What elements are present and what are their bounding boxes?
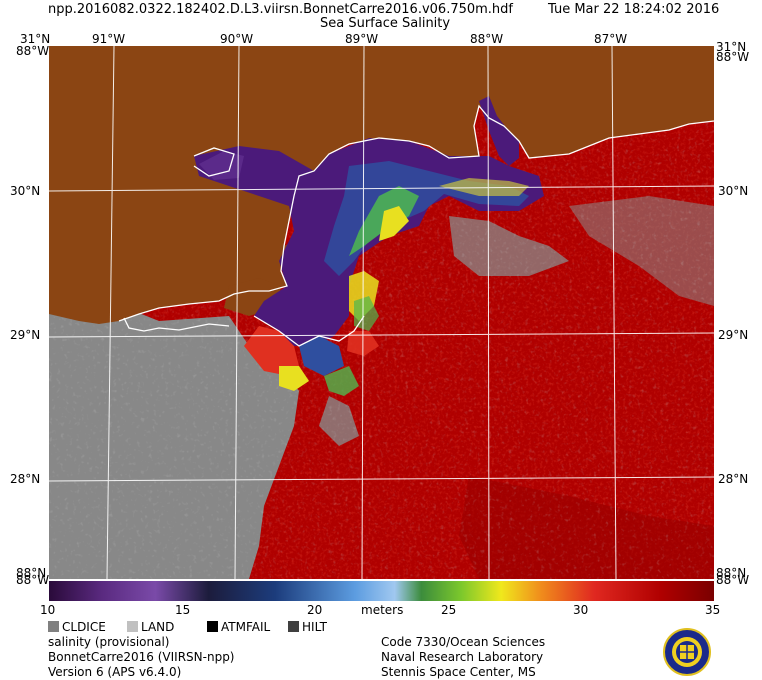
acquisition-datetime: Tue Mar 22 18:24:02 2016 — [548, 2, 720, 17]
legend-label-cldice: CLDICE — [62, 620, 106, 634]
salinity-map — [49, 46, 714, 579]
colorbar-tick-30: 30 — [573, 603, 589, 617]
corner-label-top-right: 31°N — [716, 40, 747, 54]
legend-label-land: LAND — [141, 620, 175, 634]
colorbar-unit: meters — [361, 603, 404, 617]
legend-swatch-atmfail — [207, 621, 218, 632]
salinity-colorbar — [49, 581, 714, 601]
lat-label-30n-right: 30°N — [718, 184, 749, 198]
graticule — [49, 46, 714, 579]
legend-label-hilt: HILT — [302, 620, 327, 634]
colorbar-tick-10: 10 — [40, 603, 56, 617]
corner-label-left-top: 88°W — [16, 44, 50, 58]
corner-label-right-top: 88°W — [716, 50, 750, 64]
legend-swatch-hilt — [288, 621, 299, 632]
corner-label-bottom-right: 88°N — [716, 566, 747, 580]
corner-label-top-left: 31°N — [20, 32, 51, 46]
lon-label-87w: 87°W — [594, 32, 628, 46]
legend-swatch-land — [127, 621, 138, 632]
land-mass — [49, 46, 714, 324]
legend-label-atmfail: ATMFAIL — [221, 620, 271, 634]
colorbar-tick-15: 15 — [175, 603, 191, 617]
corner-label-right-bottom: 88°W — [716, 573, 750, 587]
lat-label-29n-right: 29°N — [718, 328, 749, 342]
file-name: npp.2016082.0322.182402.D.L3.viirsn.Bonn… — [48, 2, 513, 17]
footer-version: Version 6 (APS v6.4.0) — [48, 665, 182, 679]
corner-label-left-bottom: 88°W — [16, 573, 50, 587]
colorbar-tick-20: 20 — [307, 603, 323, 617]
colorbar-tick-25: 25 — [441, 603, 457, 617]
lon-label-91w: 91°W — [92, 32, 126, 46]
lat-label-30n-left: 30°N — [10, 184, 41, 198]
lon-label-88w: 88°W — [470, 32, 504, 46]
lat-label-28n-left: 28°N — [10, 472, 41, 486]
lat-label-29n-left: 29°N — [10, 328, 41, 342]
legend-swatch-cldice — [48, 621, 59, 632]
lat-label-28n-right: 28°N — [718, 472, 749, 486]
footer-org-location: Stennis Space Center, MS — [381, 665, 536, 679]
lon-label-90w: 90°W — [220, 32, 254, 46]
footer-dataset: BonnetCarre2016 (VIIRSN-npp) — [48, 650, 235, 664]
nrl-logo — [663, 628, 711, 676]
lon-label-89w: 89°W — [345, 32, 379, 46]
footer-org-name: Naval Research Laboratory — [381, 650, 544, 664]
plume-yellow — [379, 206, 409, 241]
footer-variable: salinity (provisional) — [48, 635, 170, 649]
footer-org-code: Code 7330/Ocean Sciences — [381, 635, 546, 649]
colorbar-tick-35: 35 — [705, 603, 721, 617]
corner-label-bottom-left: 88°N — [16, 566, 47, 580]
coastline — [118, 104, 714, 347]
product-title: Sea Surface Salinity — [320, 16, 451, 31]
